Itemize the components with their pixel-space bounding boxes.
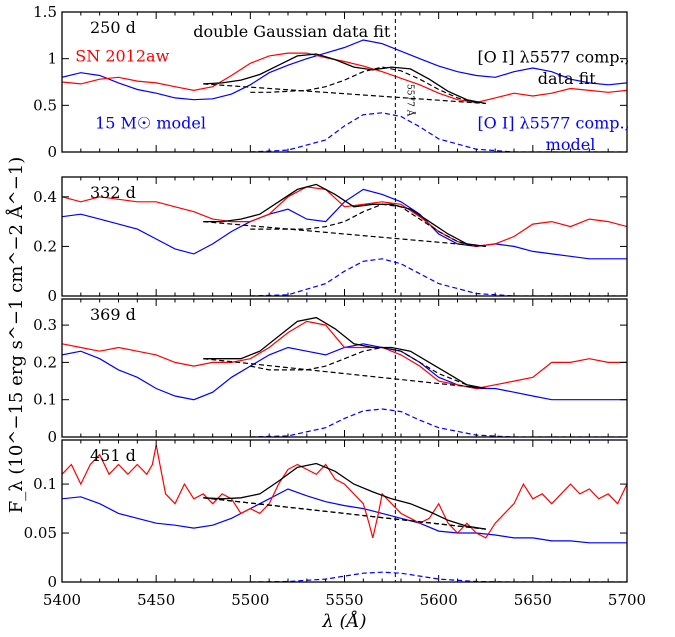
panel-1-continuum-line — [203, 83, 486, 105]
panel-2-model-line — [62, 188, 627, 260]
panel-1-series — [62, 39, 627, 152]
panel-1-annotation-5: 15 M☉ model — [95, 114, 206, 133]
panel-1-ytick-label: 0.5 — [33, 96, 57, 114]
panel-4-oi-component-fit — [203, 497, 486, 530]
panel-2-oi-component-fit — [250, 203, 477, 247]
panel-4-ytick-label: 0.05 — [24, 524, 57, 542]
panel-3-oi-component-fit — [250, 346, 477, 390]
panel-2-continuum-line — [203, 221, 486, 247]
panel-1-annotation-2: SN 2012aw — [75, 46, 169, 65]
panel-4-ytick-label: 0 — [47, 573, 57, 591]
vline-label: 5577 Å — [404, 84, 416, 117]
panel-4-epoch-label: 451 d — [90, 446, 136, 465]
panel-3-ytick-label: 0.1 — [33, 391, 57, 409]
panel-3-ytick-label: 0.2 — [33, 353, 57, 371]
panel-4-ytick-label: 0.1 — [33, 475, 57, 493]
panel-1-ytick-label: 1 — [47, 50, 57, 68]
panel-1-double-gaussian-fit — [203, 53, 486, 105]
y-axis-label: F_λ (10^−15 erg s^−1 cm^−2 Å^−1) — [5, 157, 27, 514]
panel-1-annotation-7: model — [546, 135, 596, 154]
x-axis-label: λ (Å) — [321, 610, 366, 632]
panel-1-oi-component-fit — [250, 66, 477, 104]
panel-3-model-oi-component — [250, 408, 627, 437]
panel-3-ytick-label: 0.3 — [33, 316, 57, 334]
xtick-label: 5450 — [137, 591, 175, 609]
panel-2-ytick-label: 0.4 — [33, 188, 57, 206]
xtick-label: 5500 — [231, 591, 269, 609]
panel-4-series — [62, 444, 627, 582]
panel-4-double-gaussian-fit — [203, 462, 486, 530]
panel-4-data-line — [62, 444, 627, 539]
panel-2-ytick-label: 0.2 — [33, 237, 57, 255]
panel-1-annotation-3: [O I] λ5577 comp., — [477, 47, 629, 66]
xtick-label: 5600 — [420, 591, 458, 609]
panel-3-model-line — [62, 343, 627, 401]
panel-1-epoch-label: 250 d — [90, 18, 136, 37]
panel-1-annotation-4: data fit — [538, 69, 597, 88]
panel-3-frame — [61, 298, 628, 438]
panel-2-series — [62, 183, 627, 296]
panel-1-annotation-6: [O I] λ5577 comp., — [477, 114, 629, 133]
panel-3-ytick-label: 0 — [47, 428, 57, 446]
panel-1-ytick-label: 1.5 — [33, 3, 57, 21]
panel-1-model-oi-component — [250, 112, 627, 152]
xtick-label: 5700 — [608, 591, 646, 609]
panel-3-continuum-line — [203, 358, 486, 390]
panel-3-series — [62, 316, 627, 437]
panel-1-ytick-label: 0 — [47, 143, 57, 161]
panel-1-annotation-1: double Gaussian data fit — [193, 22, 391, 41]
panel-1-data-line — [62, 52, 627, 104]
panel-2-data-line — [62, 186, 627, 248]
panel-2-frame — [61, 176, 628, 297]
xtick-label: 5650 — [514, 591, 552, 609]
panel-3-epoch-label: 369 d — [90, 305, 136, 324]
panel-2-epoch-label: 332 d — [90, 183, 136, 202]
xtick-label: 5550 — [325, 591, 363, 609]
panel-1-model-line — [62, 39, 627, 101]
panel-2-double-gaussian-fit — [203, 183, 486, 248]
panel-4-model-line — [62, 488, 627, 544]
panel-2-ytick-label: 0 — [47, 287, 57, 305]
xtick-label: 5400 — [43, 591, 81, 609]
panel-4-frame — [61, 439, 628, 583]
panel-3-double-gaussian-fit — [203, 316, 486, 390]
panel-3-data-line — [62, 320, 627, 390]
